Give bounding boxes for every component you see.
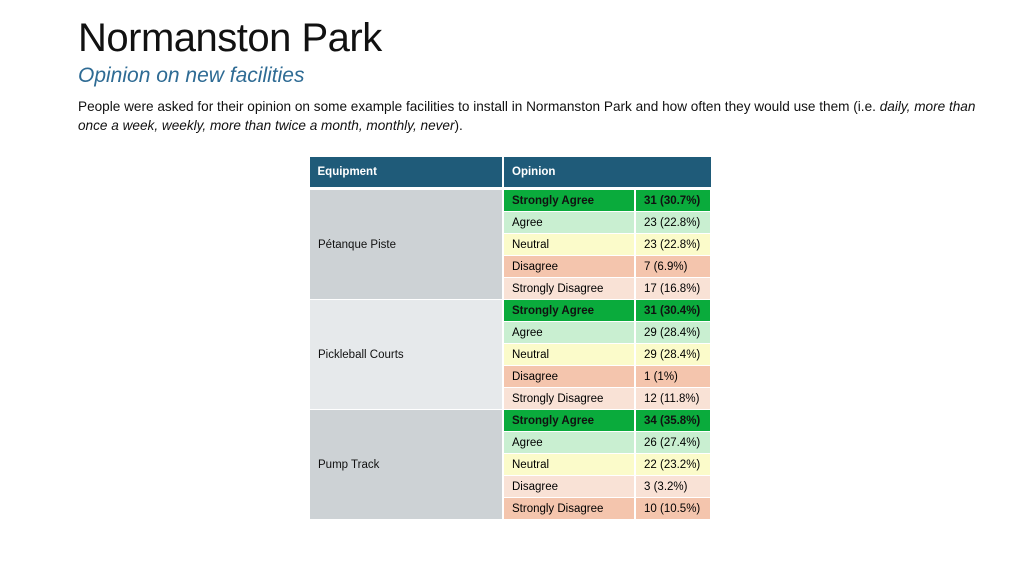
table-row: Agree 23 (22.8%): [310, 211, 712, 234]
table-row: Strongly Disagree 17 (16.8%): [310, 277, 712, 300]
value-cell: 7 (6.9%): [634, 255, 712, 278]
value-cell: 29 (28.4%): [634, 343, 712, 366]
opinion-cell: Strongly Disagree: [502, 387, 636, 410]
value-cell: 1 (1%): [634, 365, 712, 388]
column-header-opinion: Opinion: [503, 157, 711, 190]
description-terms: daily, more than once a week, weekly, mo…: [78, 99, 976, 133]
value-cell: 17 (16.8%): [634, 277, 712, 300]
opinion-cell: Strongly Agree: [502, 409, 636, 432]
table-row: Agree 29 (28.4%): [310, 321, 712, 344]
opinion-cell: Disagree: [502, 255, 636, 278]
table-row: Pétanque Piste Strongly Agree 31 (30.7%): [309, 188, 712, 300]
value-cell: 10 (10.5%): [634, 497, 712, 520]
page-title: Normanston Park: [78, 16, 382, 60]
table-row: Disagree 7 (6.9%): [310, 255, 712, 278]
opinion-cell: Neutral: [502, 343, 636, 366]
table-row: Pump Track Strongly Agree 34 (35.8%): [309, 409, 712, 520]
table-header-row: Equipment Opinion: [309, 157, 711, 190]
description-prefix: People were asked for their opinion on s…: [78, 99, 880, 114]
value-cell: 3 (3.2%): [634, 475, 712, 498]
value-cell: 23 (22.8%): [634, 233, 712, 256]
table-row: Neutral 22 (23.2%): [310, 453, 712, 476]
value-cell: 34 (35.8%): [634, 409, 712, 432]
value-cell: 23 (22.8%): [634, 211, 712, 234]
table-row: Neutral 23 (22.8%): [310, 233, 712, 256]
opinion-cell: Agree: [502, 321, 636, 344]
table-row: Agree 26 (27.4%): [310, 431, 712, 454]
opinion-cell: Strongly Disagree: [502, 277, 636, 300]
table-row: Neutral 29 (28.4%): [310, 343, 712, 366]
page-subtitle: Opinion on new facilities: [78, 64, 305, 87]
opinion-cell: Agree: [502, 211, 636, 234]
table-row: Pickleball Courts Strongly Agree 31 (30.…: [309, 299, 712, 410]
equipment-cell: Pump Track: [309, 409, 504, 520]
table-row: Strongly Disagree 10 (10.5%): [310, 497, 712, 520]
opinion-cell: Disagree: [502, 475, 636, 498]
opinion-table: Equipment Opinion Pétanque Piste Strongl…: [309, 157, 712, 520]
column-header-equipment: Equipment: [309, 157, 504, 190]
value-cell: 31 (30.7%): [634, 188, 712, 212]
table-row: Disagree 1 (1%): [310, 365, 712, 388]
equipment-cell: Pétanque Piste: [309, 188, 504, 300]
opinion-cell: Strongly Agree: [502, 299, 636, 322]
value-cell: 26 (27.4%): [634, 431, 712, 454]
value-cell: 29 (28.4%): [634, 321, 712, 344]
opinion-cell: Neutral: [502, 233, 636, 256]
opinion-cell: Strongly Disagree: [502, 497, 636, 520]
opinion-cell: Neutral: [502, 453, 636, 476]
description: People were asked for their opinion on s…: [78, 97, 978, 135]
opinion-cell: Disagree: [502, 365, 636, 388]
value-cell: 31 (30.4%): [634, 299, 712, 322]
value-cell: 22 (23.2%): [634, 453, 712, 476]
opinion-cell: Strongly Agree: [502, 188, 636, 212]
equipment-cell: Pickleball Courts: [309, 299, 504, 410]
opinion-cell: Agree: [502, 431, 636, 454]
description-suffix: ).: [454, 118, 463, 133]
table-row: Strongly Disagree 12 (11.8%): [310, 387, 712, 410]
value-cell: 12 (11.8%): [634, 387, 712, 410]
